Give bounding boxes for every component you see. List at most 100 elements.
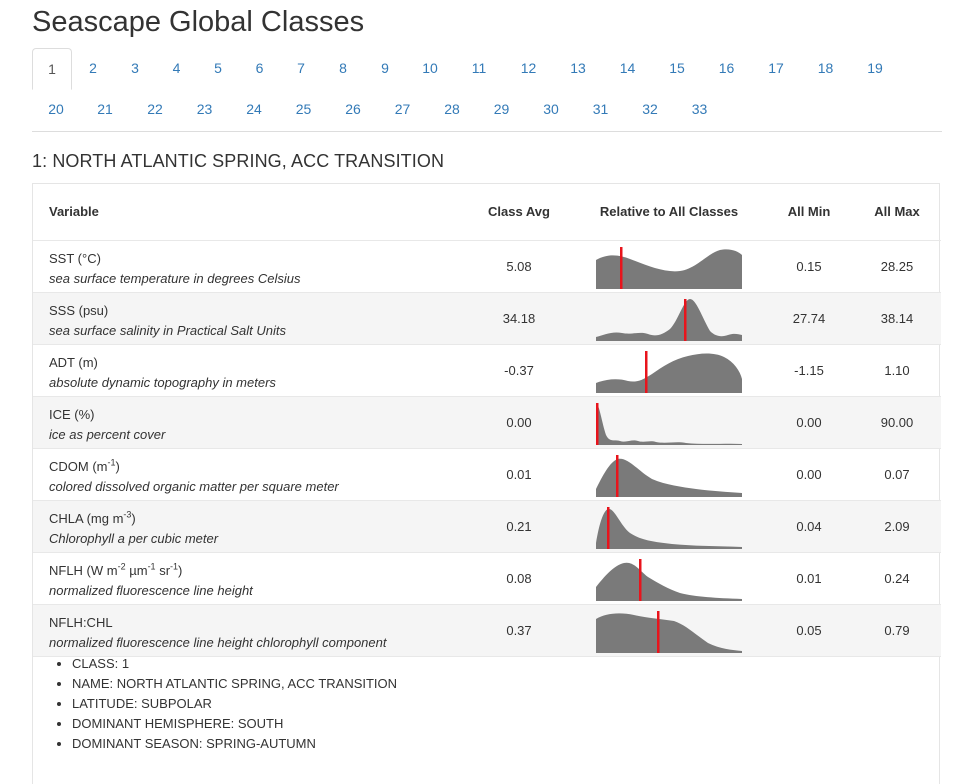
tab-1[interactable]: 1 <box>32 48 72 90</box>
tab-6[interactable]: 6 <box>255 60 264 76</box>
tab-8[interactable]: 8 <box>339 60 347 76</box>
tab-18[interactable]: 18 <box>817 60 834 76</box>
table-row-nflh: NFLH (W m-2 µm-1 sr-1) normalized fluore… <box>33 552 941 605</box>
class-avg-value: 0.37 <box>506 623 532 638</box>
tab-24[interactable]: 24 <box>246 101 262 117</box>
header-class-avg: Class Avg <box>488 204 550 219</box>
all-max-value: 38.14 <box>880 311 914 326</box>
variable-name: NFLH (W m-2 µm-1 sr-1) <box>49 561 183 578</box>
tab-row-2: 20 21 22 23 24 25 26 27 28 29 30 31 32 3… <box>32 89 724 131</box>
page-title: Seascape Global Classes <box>32 6 365 38</box>
tab-30[interactable]: 30 <box>543 101 559 117</box>
all-max-value: 0.24 <box>884 571 910 586</box>
tab-14[interactable]: 14 <box>619 60 636 76</box>
all-max-value: 2.09 <box>884 519 910 534</box>
density-curve <box>596 562 742 601</box>
tab-12[interactable]: 12 <box>520 60 537 76</box>
detail-name: NAME: NORTH ATLANTIC SPRING, ACC TRANSIT… <box>72 674 397 694</box>
class-avg-marker <box>639 559 642 601</box>
all-max-value: 28.25 <box>880 259 914 274</box>
tab-17[interactable]: 17 <box>768 60 784 76</box>
tab-20[interactable]: 20 <box>48 101 64 117</box>
density-sparkline <box>596 455 742 497</box>
class-avg-marker <box>645 351 648 393</box>
table-row-cdom: CDOM (m-1) colored dissolved organic mat… <box>33 448 941 501</box>
variable-description: normalized fluorescence line height chlo… <box>49 635 387 650</box>
variable-description: colored dissolved organic matter per squ… <box>49 479 339 494</box>
tab-2[interactable]: 2 <box>89 60 97 76</box>
variable-cell: SSS (psu) sea surface salinity in Practi… <box>49 301 286 341</box>
variable-cell: CHLA (mg m-3) Chlorophyll a per cubic me… <box>49 509 218 549</box>
density-sparkline <box>596 611 742 653</box>
tab-4[interactable]: 4 <box>172 60 181 76</box>
all-max-value: 0.07 <box>884 467 910 482</box>
density-sparkline <box>596 403 742 445</box>
class-avg-marker <box>596 403 599 445</box>
all-max-value: 0.79 <box>884 623 910 638</box>
tab-29[interactable]: 29 <box>493 101 510 117</box>
tab-31[interactable]: 31 <box>592 101 609 117</box>
tab-33[interactable]: 33 <box>691 101 708 117</box>
table-row-adt: ADT (m) absolute dynamic topography in m… <box>33 344 941 397</box>
tab-32[interactable]: 32 <box>642 101 658 117</box>
all-max-value: 1.10 <box>884 363 910 378</box>
tab-10[interactable]: 10 <box>422 60 438 76</box>
all-min-value: 0.00 <box>796 467 822 482</box>
all-min-value: 0.15 <box>796 259 822 274</box>
density-curve <box>596 458 742 497</box>
tab-19[interactable]: 19 <box>867 60 883 76</box>
class-panel: Variable Class Avg Relative to All Class… <box>32 183 941 784</box>
variable-cell: CDOM (m-1) colored dissolved organic mat… <box>49 457 339 497</box>
table-row-chla: CHLA (mg m-3) Chlorophyll a per cubic me… <box>33 500 941 553</box>
all-min-value: 0.01 <box>796 571 822 586</box>
variable-description: Chlorophyll a per cubic meter <box>49 531 219 546</box>
table-row-nflh-chl: NFLH:CHL normalized fluorescence line he… <box>33 604 941 657</box>
variable-name: ICE (%) <box>49 407 95 422</box>
variable-name: ADT (m) <box>49 355 98 370</box>
all-max-value: 90.00 <box>880 415 914 430</box>
variable-name: CHLA (mg m-3) <box>49 509 136 526</box>
tab-27[interactable]: 27 <box>394 101 411 117</box>
tab-15[interactable]: 15 <box>669 60 685 76</box>
tab-21[interactable]: 21 <box>97 101 113 117</box>
tab-7[interactable]: 7 <box>297 60 305 76</box>
density-curve <box>596 353 742 393</box>
class-avg-value: 34.18 <box>502 311 536 326</box>
tab-3[interactable]: 3 <box>131 60 139 76</box>
variable-cell: ICE (%) ice as percent cover <box>49 405 165 445</box>
tab-11[interactable]: 11 <box>471 60 487 76</box>
variable-name: NFLH:CHL <box>49 615 113 630</box>
variable-cell: SST (°C) sea surface temperature in degr… <box>49 249 300 289</box>
all-min-value: 0.04 <box>796 519 822 534</box>
detail-latitude: LATITUDE: SUBPOLAR <box>72 694 397 714</box>
density-curve <box>596 403 742 445</box>
detail-hemisphere: DOMINANT HEMISPHERE: SOUTH <box>72 714 397 734</box>
class-avg-marker <box>616 455 619 497</box>
density-curve <box>596 299 742 341</box>
tab-22[interactable]: 22 <box>147 101 163 117</box>
variable-description: absolute dynamic topography in meters <box>49 375 276 390</box>
variable-name: CDOM (m-1) <box>49 457 120 474</box>
all-min-value: 27.74 <box>792 311 826 326</box>
table-row-ice: ICE (%) ice as percent cover 0.00 0.00 9… <box>33 396 941 449</box>
header-relative: Relative to All Classes <box>599 204 739 219</box>
class-avg-value: 0.08 <box>506 571 532 586</box>
density-curve <box>596 613 742 653</box>
variable-description: normalized fluorescence line height <box>49 583 253 598</box>
header-all-max: All Max <box>874 204 920 219</box>
tab-5[interactable]: 5 <box>214 60 222 76</box>
tab-28[interactable]: 28 <box>444 101 460 117</box>
tab-9[interactable]: 9 <box>381 60 389 76</box>
tab-23[interactable]: 23 <box>196 101 213 117</box>
density-curve <box>596 508 742 549</box>
all-min-value: -1.15 <box>794 363 824 378</box>
tab-26[interactable]: 26 <box>345 101 361 117</box>
tab-25[interactable]: 25 <box>295 101 312 117</box>
variable-name: SST (°C) <box>49 251 101 266</box>
variable-cell: NFLH (W m-2 µm-1 sr-1) normalized fluore… <box>49 561 253 601</box>
class-tabs: 1 2 3 4 5 6 7 8 9 10 11 12 13 14 15 16 1… <box>32 48 942 132</box>
class-avg-value: 0.21 <box>506 519 532 534</box>
tab-16[interactable]: 16 <box>718 60 735 76</box>
density-sparkline <box>596 507 742 549</box>
tab-13[interactable]: 13 <box>570 60 586 76</box>
